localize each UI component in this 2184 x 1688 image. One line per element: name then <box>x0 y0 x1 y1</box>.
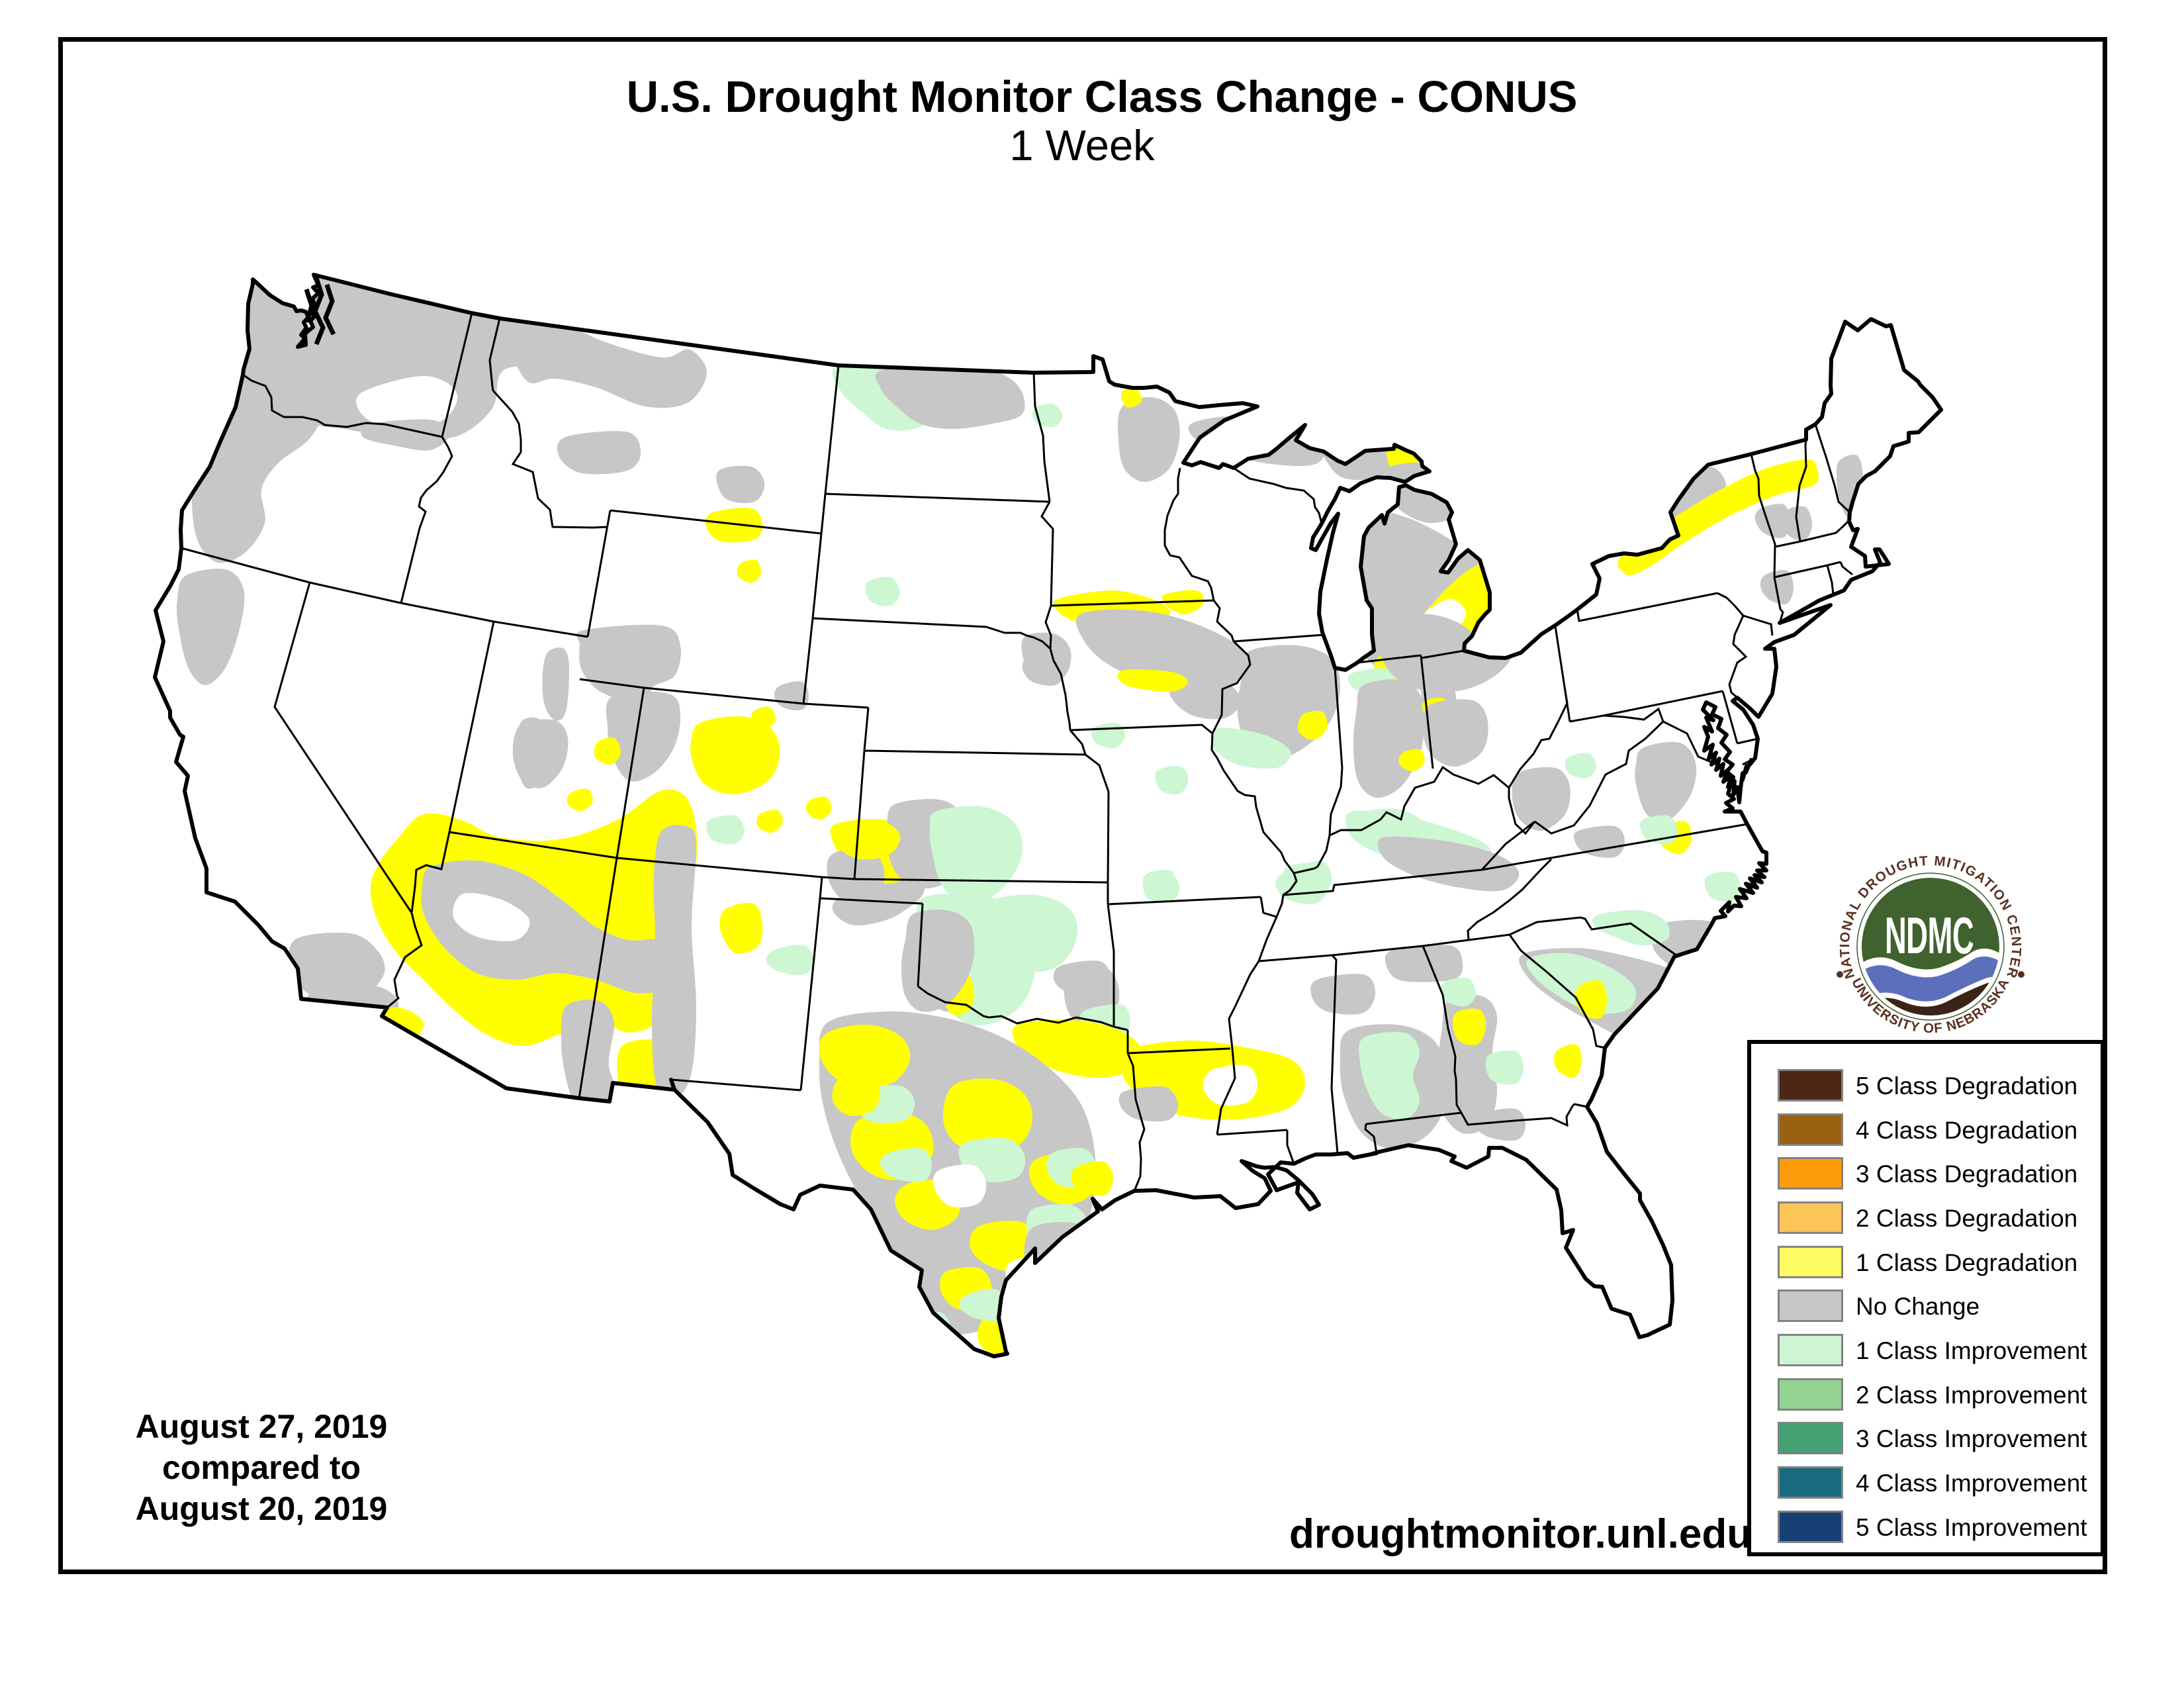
svg-text:NDMC: NDMC <box>1885 908 1974 965</box>
